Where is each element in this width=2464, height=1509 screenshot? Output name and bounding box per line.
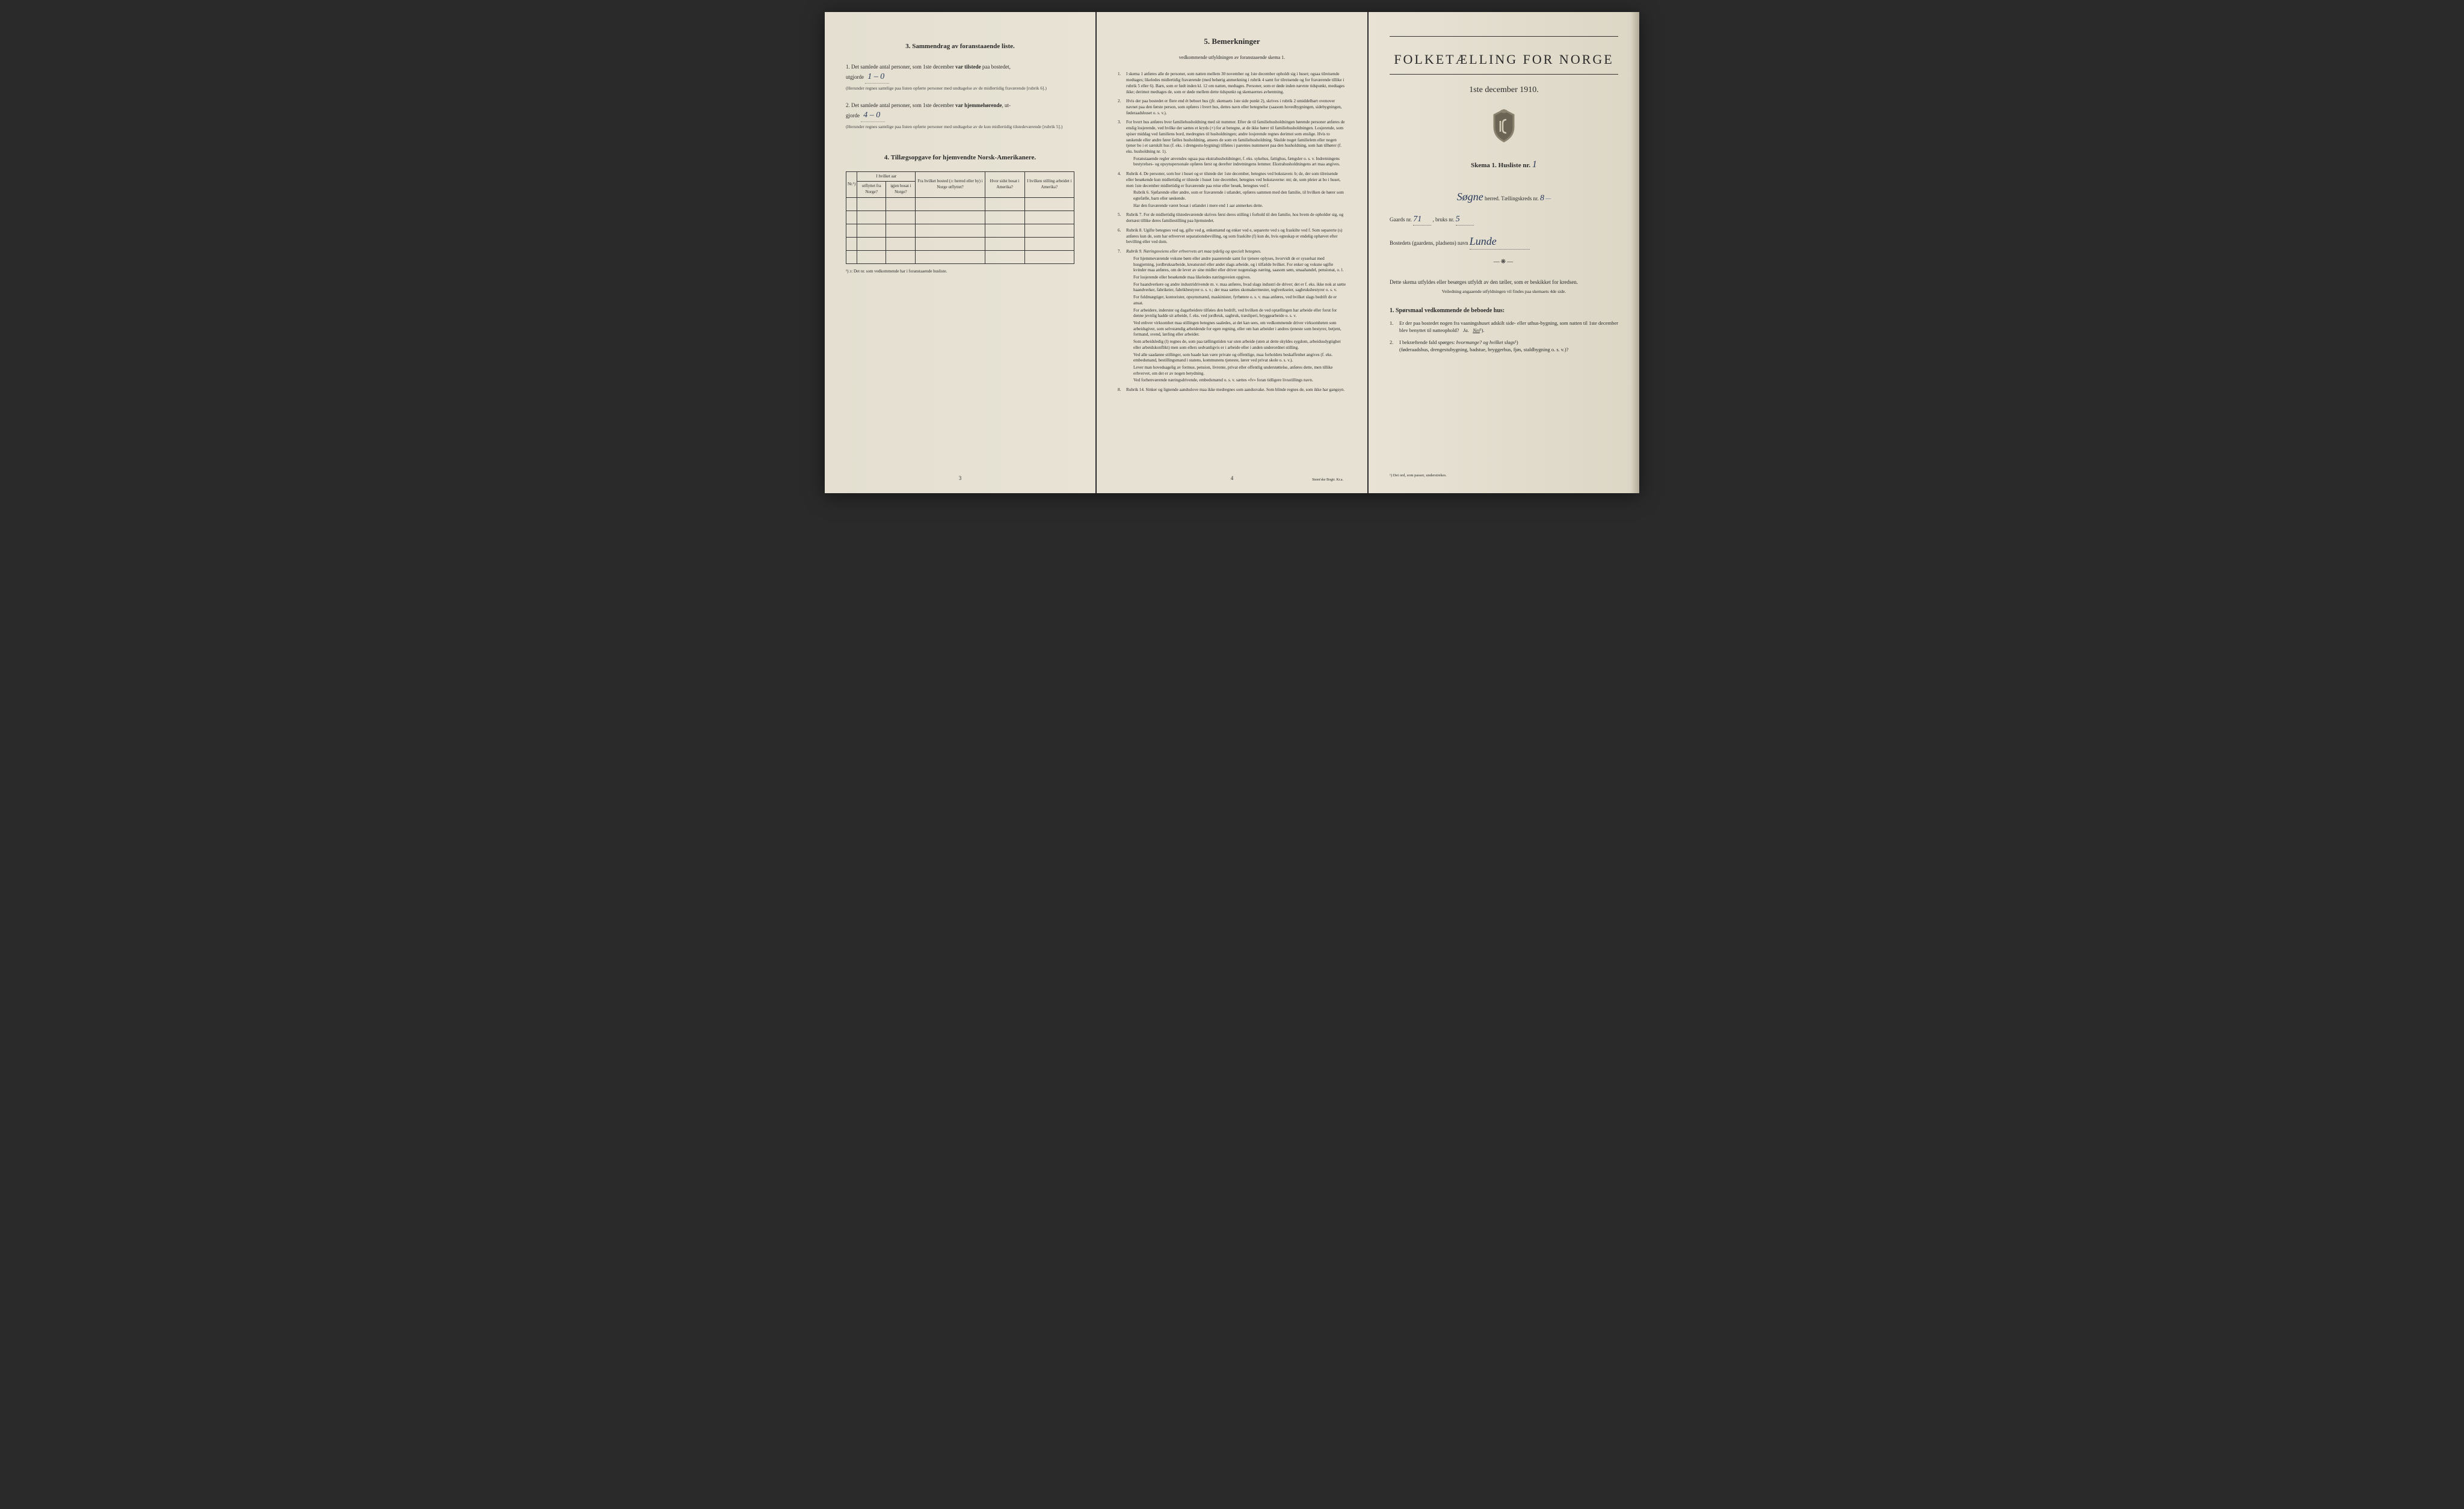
- bemerkninger-subtitle: vedkommende utfyldningen av foranstaaend…: [1118, 54, 1346, 61]
- emblem-icon: [1489, 109, 1518, 143]
- item1-prefix: 1. Det samlede antal personer, som 1ste …: [846, 64, 955, 70]
- bruks-label: , bruks nr.: [1433, 217, 1455, 223]
- tillegg-table: Nr.¹) I hvilket aar Fra hvilket bosted (…: [846, 171, 1074, 264]
- ornament: ―❋―: [1390, 258, 1618, 266]
- question-1: 1. Er der paa bostedet nogen fra vaaning…: [1390, 320, 1618, 334]
- q1-nei: Nei: [1473, 327, 1480, 333]
- instruction-small: Veiledning angaaende utfyldningen vil fi…: [1390, 289, 1618, 295]
- section3-title: 3. Sammendrag av foranstaaende liste.: [846, 42, 1074, 51]
- bemerk-item-8: 8.Rubrik 14. Sinker og lignende aandsslo…: [1118, 387, 1346, 393]
- instruction-text: Dette skema utfyldes eller besørges utfy…: [1390, 278, 1618, 286]
- herred-name: Søgne: [1457, 191, 1483, 203]
- page-center: 5. Bemerkninger vedkommende utfyldningen…: [1097, 12, 1367, 493]
- title-band: FOLKETÆLLING FOR NORGE: [1390, 36, 1618, 75]
- q2-c: og hvilket slags: [1482, 339, 1515, 345]
- husliste-nr: 1: [1532, 159, 1537, 170]
- bemerk-item-1: 1.I skema 1 anføres alle de personer, so…: [1118, 72, 1346, 95]
- item1-suffix: paa bostedet,: [981, 64, 1011, 70]
- bosted-name: Lunde: [1470, 234, 1530, 250]
- page-left: 3. Sammendrag av foranstaaende liste. 1.…: [825, 12, 1095, 493]
- bruks-nr: 5: [1456, 214, 1474, 226]
- page-number-left: 3: [959, 475, 962, 482]
- item2-prefix: 2. Det samlede antal personer, som 1ste …: [846, 102, 955, 108]
- sammendrag-item-1: 1. Det samlede antal personer, som 1ste …: [846, 63, 1074, 91]
- item1-line2: utgjorde: [846, 74, 864, 80]
- gaards-label: Gaards nr.: [1390, 217, 1412, 223]
- table-footnote: ¹) ɔ: Det nr. som vedkommende har i fora…: [846, 269, 1074, 275]
- th-aar: I hvilket aar: [857, 171, 916, 182]
- bosted-label: Bostedets (gaardens, pladsens) navn: [1390, 240, 1468, 246]
- th-hvor: Hvor sidst bosat i Amerika?: [985, 171, 1024, 197]
- item2-suffix: , ut-: [1002, 102, 1011, 108]
- item2-bold: var hjemmehørende: [955, 102, 1002, 108]
- table-row: [846, 238, 1074, 251]
- q2-b: hvormange?: [1456, 339, 1482, 345]
- th-igjen: igjen bosat i Norge?: [886, 182, 916, 198]
- herred-line: Søgne herred. Tællingskreds nr. 8 —: [1390, 189, 1618, 204]
- sammendrag-item-2: 2. Det samlede antal personer, som 1ste …: [846, 102, 1074, 129]
- sammendrag-list: 1. Det samlede antal personer, som 1ste …: [846, 63, 1074, 129]
- q2-sup: ¹): [1515, 339, 1518, 345]
- skema-line: Skema 1. Husliste nr. 1: [1390, 158, 1618, 171]
- footer-note: ¹) Det ord, som passer, understrekes.: [1390, 473, 1447, 478]
- th-fra: Fra hvilket bosted (ɔ: herred eller by) …: [916, 171, 985, 197]
- th-utflyttet: utflyttet fra Norge?: [857, 182, 886, 198]
- census-date: 1ste december 1910.: [1390, 84, 1618, 96]
- table-row: [846, 224, 1074, 238]
- item2-line2: gjorde: [846, 112, 860, 118]
- bemerk-list: 1.I skema 1 anføres alle de personer, so…: [1118, 72, 1346, 393]
- q1-sup: ¹).: [1480, 327, 1485, 333]
- sporsmaal-heading: 1. Spørsmaal vedkommende de beboede hus:: [1390, 307, 1618, 315]
- page-right: FOLKETÆLLING FOR NORGE 1ste december 191…: [1369, 12, 1639, 493]
- q1-text: Er der paa bostedet nogen fra vaaningshu…: [1399, 320, 1618, 333]
- bemerkninger-title: 5. Bemerkninger: [1118, 36, 1346, 47]
- document-spread: 3. Sammendrag av foranstaaende liste. 1.…: [825, 12, 1639, 493]
- herred-label: herred. Tællingskreds nr.: [1485, 195, 1539, 201]
- bemerk-item-7: 7. Rubrik 9. Næringsveiens eller erhverv…: [1118, 249, 1346, 384]
- item1-handwritten: 1 – 0: [865, 71, 889, 84]
- q1-ja: Ja.: [1463, 327, 1469, 333]
- bemerk-item-3: 3.For hvert hus anføres hver familiehush…: [1118, 120, 1346, 168]
- table-row: [846, 198, 1074, 211]
- gaards-line: Gaards nr. 71 , bruks nr. 5: [1390, 214, 1618, 226]
- page-number-center: 4: [1231, 475, 1234, 482]
- bemerk-item-2: 2.Hvis der paa bostedet er flere end ét …: [1118, 99, 1346, 116]
- question-2: 2. I bekræftende fald spørges: hvormange…: [1390, 339, 1618, 354]
- item1-note: (Herunder regnes samtlige paa listen opf…: [846, 85, 1074, 91]
- bemerk-item-4: 4.Rubrik 4. De personer, som bor i huset…: [1118, 171, 1346, 209]
- kreds-nr: 8: [1540, 194, 1544, 203]
- th-nr: Nr.¹): [846, 171, 857, 197]
- item2-handwritten: 4 – 0: [861, 109, 885, 122]
- bemerk-item-5: 5.Rubrik 7. For de midlertidig tilstedev…: [1118, 212, 1346, 224]
- skema-label: Skema 1. Husliste nr.: [1471, 162, 1530, 169]
- gaards-nr: 71: [1413, 214, 1431, 226]
- printer-mark: Steen'ske Bogtr. Kr.a.: [1312, 478, 1343, 482]
- item2-note: (Herunder regnes samtlige paa listen opf…: [846, 124, 1074, 130]
- item1-bold: var tilstede: [955, 64, 981, 70]
- table-row: [846, 211, 1074, 224]
- th-stilling: I hvilken stilling arbeidet i Amerika?: [1024, 171, 1074, 197]
- q2-d: (føderaadshus, drengestubygning, badstue…: [1399, 346, 1568, 352]
- q2-a: I bekræftende fald spørges:: [1399, 339, 1456, 345]
- table-row: [846, 251, 1074, 264]
- bemerk-item-6: 6.Rubrik 8. Ugifte betegnes ved ug, gift…: [1118, 228, 1346, 245]
- coat-of-arms: [1390, 109, 1618, 145]
- sporsmaal-section: 1. Spørsmaal vedkommende de beboede hus:…: [1390, 307, 1618, 354]
- bosted-line: Bostedets (gaardens, pladsens) navn Lund…: [1390, 234, 1618, 250]
- main-title: FOLKETÆLLING FOR NORGE: [1390, 51, 1618, 69]
- section4-title: 4. Tillægsopgave for hjemvendte Norsk-Am…: [846, 153, 1074, 162]
